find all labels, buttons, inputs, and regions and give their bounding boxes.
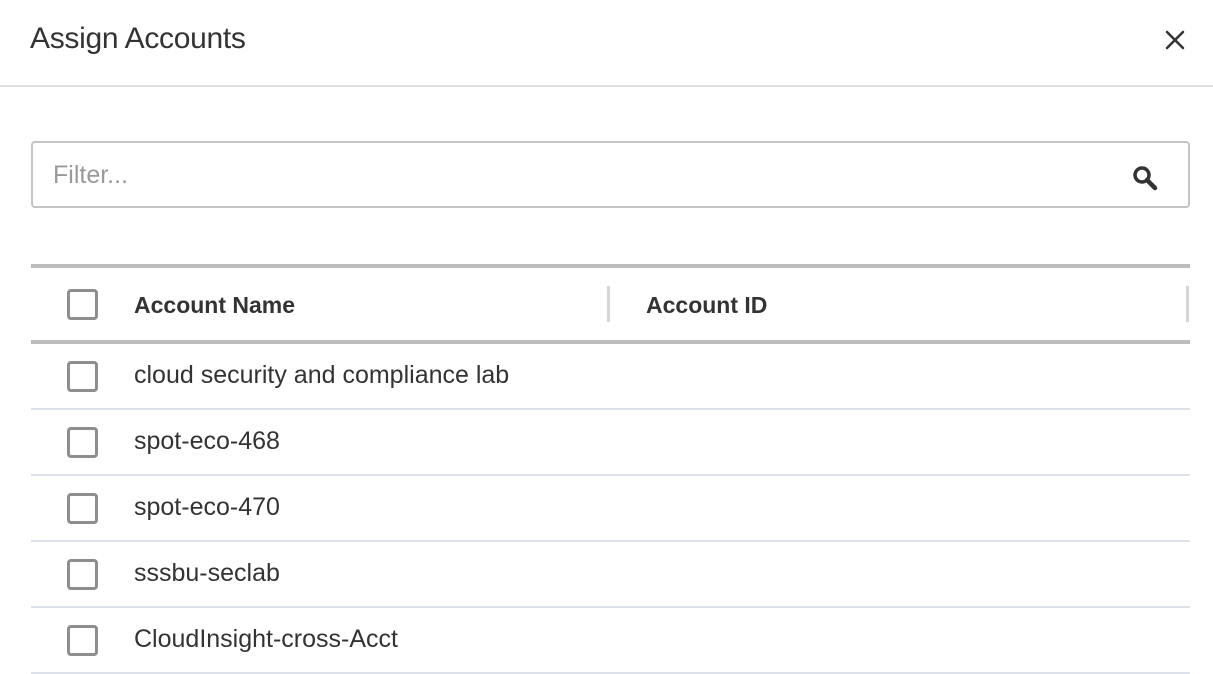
table-row[interactable]: spot-eco-470 (31, 476, 1190, 542)
row-checkbox[interactable] (67, 493, 98, 524)
table-row[interactable]: sssbu-seclab (31, 542, 1190, 608)
dialog-header: Assign Accounts (0, 0, 1213, 87)
search-icon[interactable] (1130, 163, 1160, 193)
account-name: CloudInsight-cross-Acct (134, 625, 398, 653)
row-checkbox[interactable] (67, 625, 98, 656)
dialog-title: Assign Accounts (30, 22, 246, 55)
close-icon[interactable] (1162, 27, 1188, 53)
row-checkbox[interactable] (67, 361, 98, 392)
account-name: sssbu-seclab (134, 559, 280, 587)
column-header-account-id[interactable]: Account ID (646, 292, 768, 318)
select-all-checkbox[interactable] (67, 289, 98, 320)
table-row[interactable]: spot-eco-468 (31, 410, 1190, 476)
column-header-account-name[interactable]: Account Name (134, 292, 296, 318)
account-name: spot-eco-470 (134, 493, 280, 521)
table-header: Account Name Account ID (31, 264, 1190, 344)
accounts-table: Account Name Account ID cloud security a… (31, 264, 1190, 674)
row-checkbox[interactable] (67, 427, 98, 458)
filter-input[interactable] (53, 157, 1103, 193)
column-divider[interactable] (607, 286, 610, 322)
row-checkbox[interactable] (67, 559, 98, 590)
filter-field (31, 141, 1190, 208)
table-row[interactable]: CloudInsight-cross-Acct (31, 608, 1190, 674)
account-name: cloud security and compliance lab (134, 361, 510, 389)
column-divider[interactable] (1186, 286, 1189, 322)
table-row[interactable]: cloud security and compliance lab (31, 344, 1190, 410)
account-name: spot-eco-468 (134, 427, 280, 455)
